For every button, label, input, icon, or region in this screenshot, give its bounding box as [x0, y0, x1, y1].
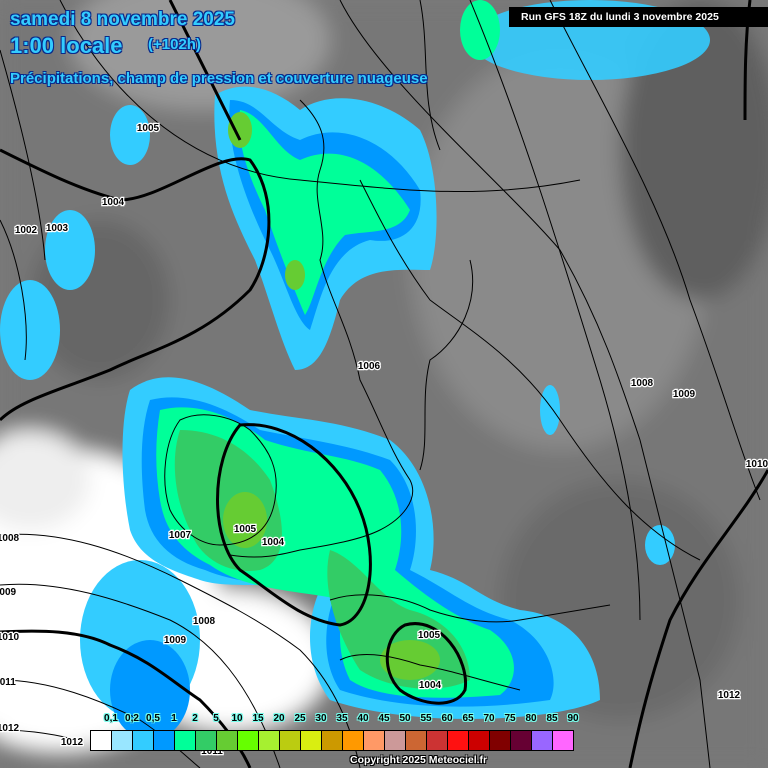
- legend-swatch: [385, 731, 406, 750]
- legend-swatch: [406, 731, 427, 750]
- legend-swatch: [490, 731, 511, 750]
- isobar-label: 1009: [164, 635, 187, 646]
- legend-label: 80: [525, 713, 537, 724]
- legend-swatch: [238, 731, 259, 750]
- legend-swatch: [322, 731, 343, 750]
- legend-swatch: [133, 731, 154, 750]
- legend-label: 85: [546, 713, 558, 724]
- legend-swatch: [280, 731, 301, 750]
- legend-label: 15: [252, 713, 264, 724]
- legend-label: 70: [483, 713, 495, 724]
- isobar-label: 1004: [102, 197, 125, 208]
- legend-label: 40: [357, 713, 369, 724]
- isobar-label: 1008: [0, 533, 20, 544]
- forecast-time: 1:00 locale: [10, 33, 123, 58]
- legend-swatch: [154, 731, 175, 750]
- forecast-date: samedi 8 novembre 2025: [10, 9, 235, 30]
- legend-label: 20: [273, 713, 285, 724]
- isobar-label: 1011: [0, 677, 16, 688]
- isobar-label: 1004: [262, 537, 285, 548]
- legend-label: 1: [171, 713, 177, 724]
- legend-swatch: [175, 731, 196, 750]
- legend-label: 0,5: [146, 713, 160, 724]
- legend-swatch: [511, 731, 532, 750]
- legend-swatch: [364, 731, 385, 750]
- copyright: Copyright 2025 Meteociel.fr: [350, 754, 488, 766]
- isobar-labels: 1005 1004 1002 1003 1006 1008 1009 1010 …: [0, 122, 768, 759]
- legend-label: 25: [294, 713, 306, 724]
- coastlines: [59, 0, 701, 691]
- legend-label: 50: [399, 713, 411, 724]
- isobar-label: 1012: [61, 737, 84, 748]
- isobar-label: 1010: [0, 632, 20, 643]
- legend-swatch: [91, 731, 112, 750]
- legend-label: 2: [192, 713, 198, 724]
- isobar-label: 1004: [419, 680, 442, 691]
- isobar-label: 1008: [631, 378, 654, 389]
- legend-swatch: [427, 731, 448, 750]
- legend-swatch: [217, 731, 238, 750]
- precipitation-legend: [90, 730, 574, 751]
- isobar-label: 1002: [15, 225, 38, 236]
- legend-label: 90: [567, 713, 579, 724]
- legend-swatch: [532, 731, 553, 750]
- isobar-label: 1009: [673, 389, 696, 400]
- legend-swatch: [301, 731, 322, 750]
- legend-swatch: [112, 731, 133, 750]
- precipitation: [0, 0, 710, 740]
- isobar-label: 1003: [46, 223, 69, 234]
- legend-label: 30: [315, 713, 327, 724]
- isobar-label: 1009: [0, 587, 17, 598]
- isobar-label: 1012: [0, 723, 20, 734]
- isobar-label: 1007: [169, 530, 192, 541]
- legend-label: 60: [441, 713, 453, 724]
- isobar-label: 1006: [358, 361, 381, 372]
- legend-swatch: [469, 731, 490, 750]
- isobar-label: 1010: [746, 459, 768, 470]
- isobar-label: 1012: [718, 690, 741, 701]
- legend-swatch: [343, 731, 364, 750]
- legend-swatch: [196, 731, 217, 750]
- map-subtitle: Précipitations, champ de pression et cou…: [10, 70, 428, 87]
- legend-label: 45: [378, 713, 390, 724]
- legend-label: 55: [420, 713, 432, 724]
- legend-label: 10: [231, 713, 243, 724]
- legend-swatch: [259, 731, 280, 750]
- legend-label: 0,1: [104, 713, 118, 724]
- legend-label: 65: [462, 713, 474, 724]
- legend-labels: 0,1 0,2 0,5 1 2 5 10 15 20 25 30 35 40 45 50 55 60 65 70 75…: [90, 713, 690, 727]
- legend-swatch: [553, 731, 573, 750]
- isobar-label: 1008: [193, 616, 216, 627]
- isobar-label: 1005: [418, 630, 441, 641]
- legend-label: 75: [504, 713, 516, 724]
- model-run-label: Run GFS 18Z du lundi 3 novembre 2025: [509, 7, 768, 27]
- legend-label: 0,2: [125, 713, 139, 724]
- isobar-label: 1005: [234, 524, 257, 535]
- forecast-lead-time: (+102h): [148, 36, 201, 53]
- legend-label: 5: [213, 713, 219, 724]
- legend-swatch: [448, 731, 469, 750]
- legend-label: 35: [336, 713, 348, 724]
- isobar-label: 1005: [137, 123, 160, 134]
